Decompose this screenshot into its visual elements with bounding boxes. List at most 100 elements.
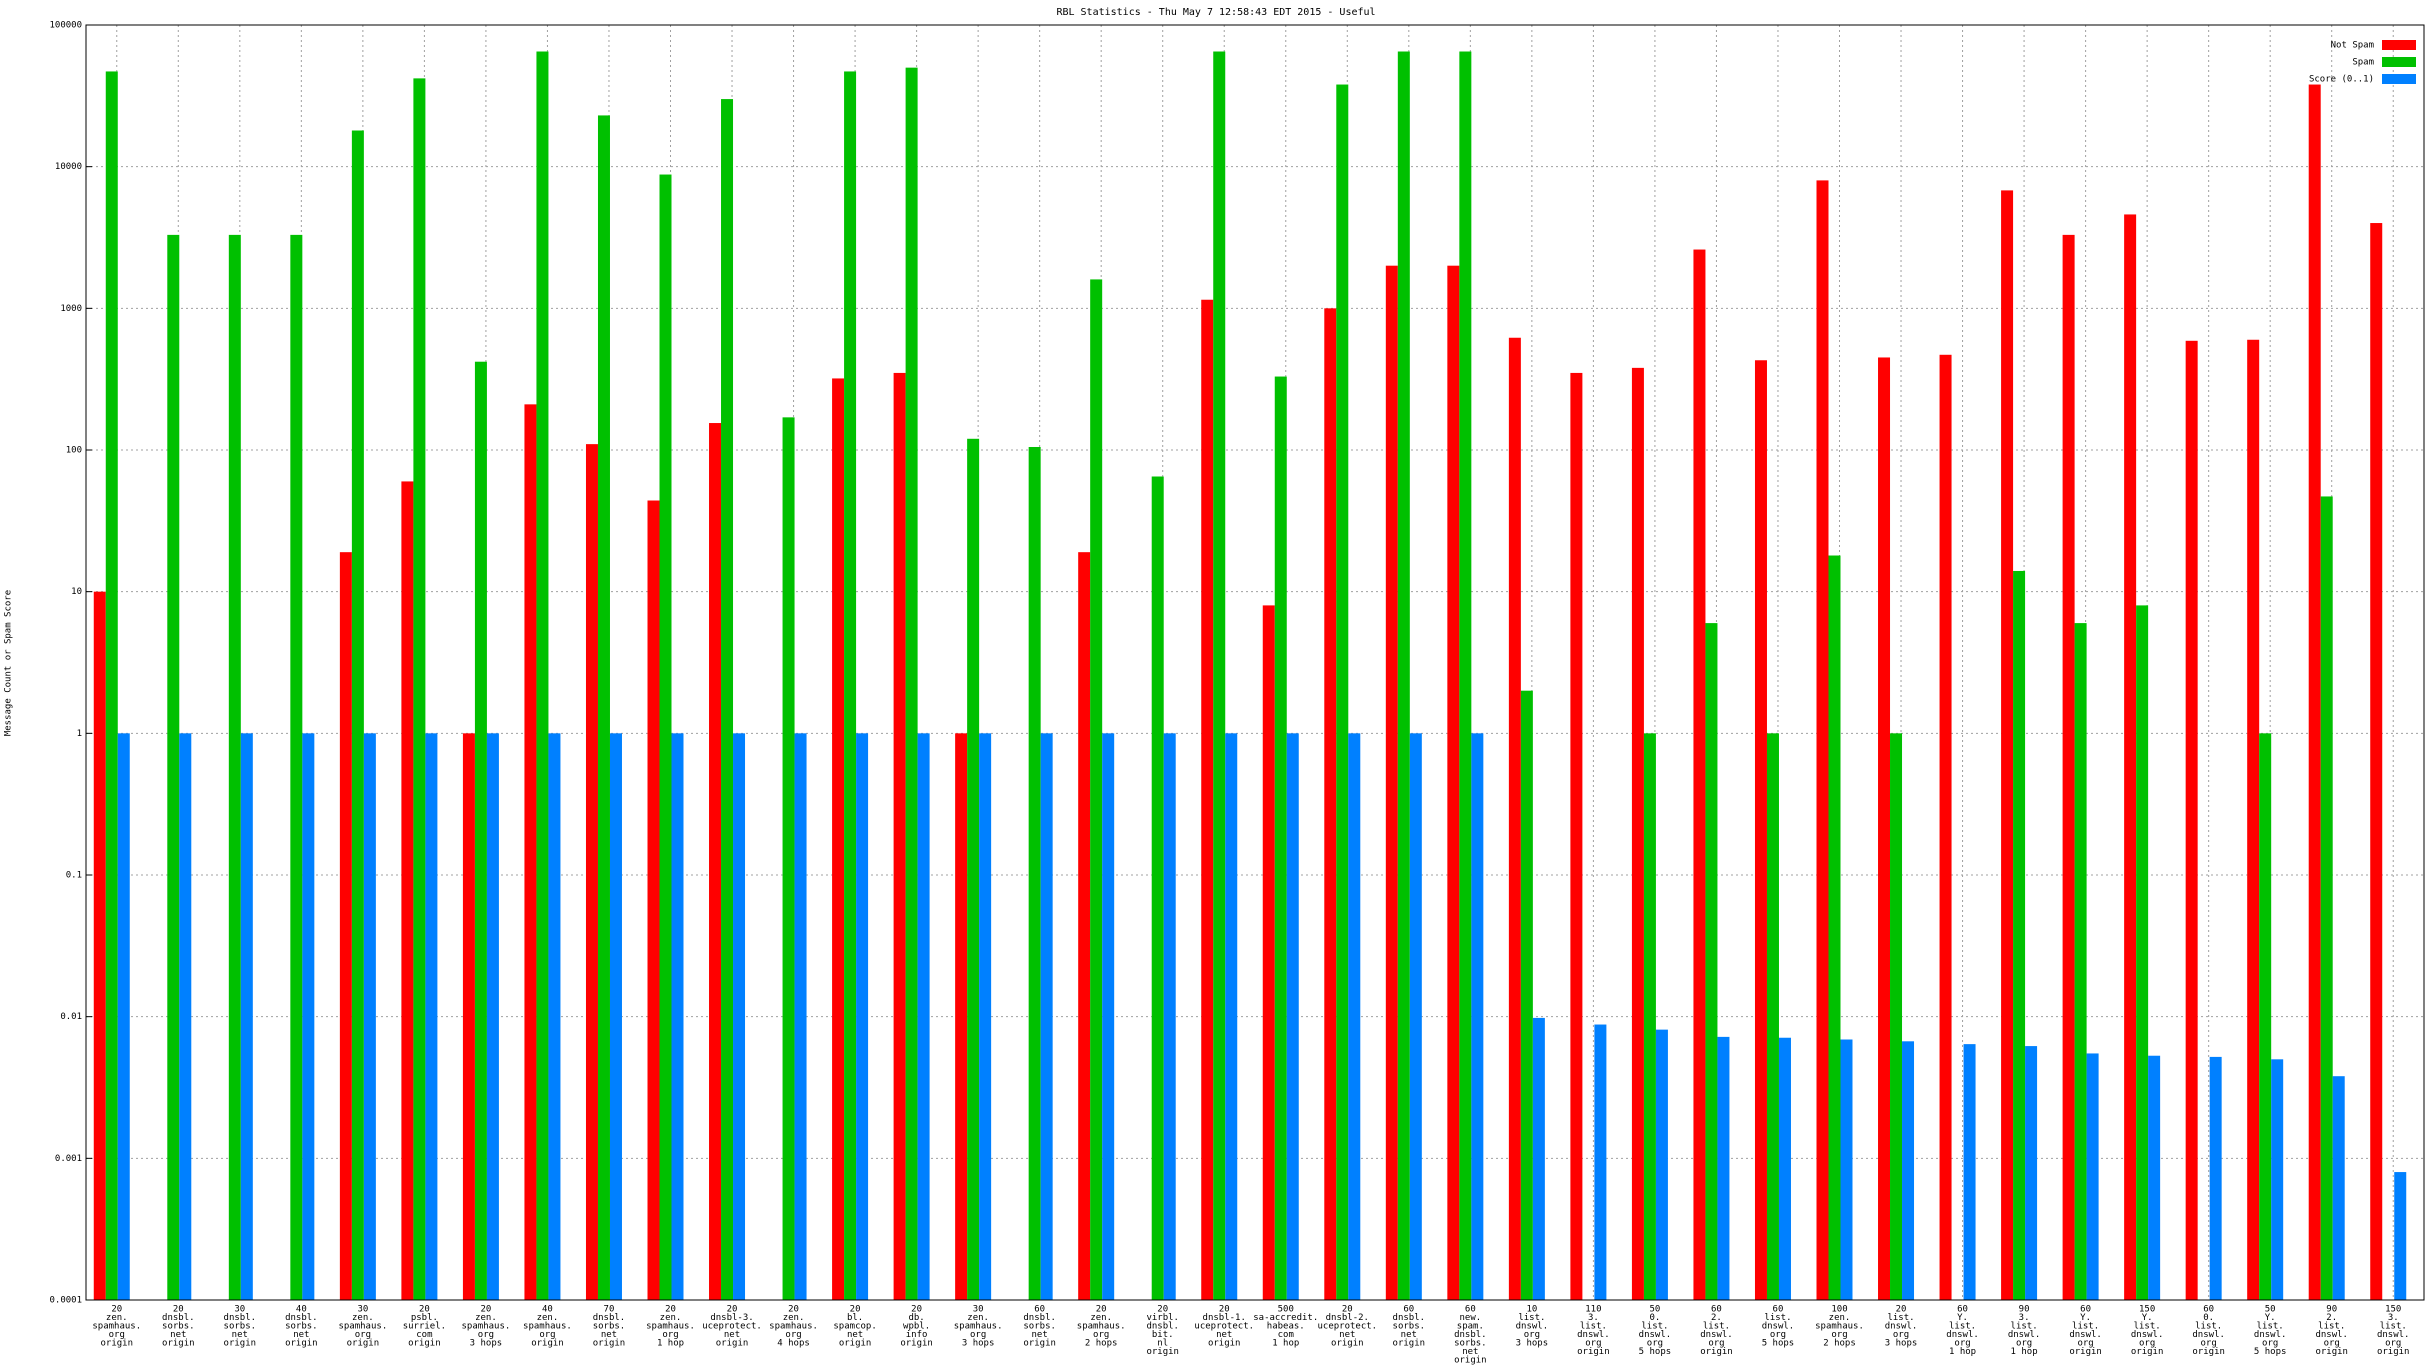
x-tick-label: spamhaus. bbox=[462, 1322, 511, 1332]
bar bbox=[1693, 249, 1706, 1301]
bar bbox=[1655, 1029, 1668, 1300]
bar bbox=[794, 733, 807, 1300]
x-tick-label: org bbox=[2324, 1339, 2340, 1349]
bar bbox=[1963, 1044, 1976, 1300]
x-tick-label: 0. bbox=[1649, 1313, 1660, 1323]
bar bbox=[1324, 308, 1337, 1300]
bar bbox=[413, 78, 426, 1300]
x-tick-label: 60 bbox=[1034, 1305, 1045, 1315]
bar bbox=[401, 481, 414, 1300]
bar bbox=[905, 67, 918, 1301]
x-tick-label: spamhaus. bbox=[523, 1322, 572, 1332]
x-tick-label: list. bbox=[1887, 1313, 1914, 1323]
x-tick-label: 150 bbox=[2385, 1305, 2401, 1315]
bar bbox=[1828, 555, 1841, 1300]
x-tick-label: habeas. bbox=[1267, 1322, 1305, 1332]
x-tick-label: list. bbox=[2195, 1322, 2222, 1332]
x-tick-label: 1 hop bbox=[1949, 1347, 1976, 1357]
x-tick-label: net bbox=[170, 1330, 186, 1340]
bar bbox=[179, 733, 192, 1300]
plot-frame bbox=[85, 24, 2425, 1301]
bar bbox=[2062, 234, 2075, 1300]
bar bbox=[2332, 1076, 2345, 1300]
bar bbox=[2320, 496, 2333, 1301]
x-tick-label: org bbox=[355, 1330, 371, 1340]
x-tick-label: org bbox=[1893, 1330, 1909, 1340]
bar bbox=[548, 733, 561, 1300]
x-tick-label: dnswl. bbox=[2377, 1330, 2410, 1340]
x-tick-label: 0. bbox=[2203, 1313, 2214, 1323]
bar bbox=[1705, 623, 1718, 1300]
x-tick-label: virbl. bbox=[1146, 1313, 1179, 1323]
bar bbox=[474, 361, 487, 1300]
x-tick-label: 2. bbox=[1711, 1313, 1722, 1323]
x-tick-label: list. bbox=[1518, 1313, 1545, 1323]
bar bbox=[2025, 1046, 2038, 1300]
x-tick-label: 3 hops bbox=[470, 1339, 503, 1349]
x-tick-label: 1 hop bbox=[657, 1339, 684, 1349]
x-tick-label: Y. bbox=[1957, 1313, 1968, 1323]
x-tick-label: origin bbox=[2131, 1347, 2164, 1357]
x-tick-label: list. bbox=[1580, 1322, 1607, 1332]
x-tick-label: list. bbox=[2318, 1322, 2345, 1332]
x-tick-label: origin bbox=[408, 1339, 441, 1349]
x-tick-label: spamhaus. bbox=[954, 1322, 1003, 1332]
x-tick-label: dnsbl-3. bbox=[710, 1313, 753, 1323]
x-tick-label: list. bbox=[1949, 1322, 1976, 1332]
bar bbox=[105, 71, 118, 1301]
bar bbox=[1570, 372, 1583, 1300]
x-tick-label: org bbox=[662, 1330, 678, 1340]
x-tick-label: net bbox=[1462, 1347, 1478, 1357]
bar bbox=[2086, 1053, 2099, 1300]
bar bbox=[659, 174, 672, 1300]
x-tick-label: 3. bbox=[1588, 1313, 1599, 1323]
x-tick-label: 20 bbox=[1896, 1305, 1907, 1315]
bar bbox=[2370, 223, 2383, 1300]
bar bbox=[1397, 51, 1410, 1301]
x-tick-label: 2 hops bbox=[1823, 1339, 1856, 1349]
legend-label: Not Spam bbox=[2331, 41, 2374, 51]
x-tick-label: 20 bbox=[850, 1305, 861, 1315]
x-tick-label: origin bbox=[224, 1339, 257, 1349]
x-tick-label: sorbs. bbox=[1023, 1322, 1056, 1332]
x-tick-label: org bbox=[1093, 1330, 1109, 1340]
legend-swatch bbox=[2382, 57, 2416, 67]
x-tick-label: org bbox=[1831, 1330, 1847, 1340]
x-tick-label: dnswl. bbox=[1946, 1330, 1979, 1340]
bar bbox=[1286, 733, 1299, 1300]
x-tick-label: com bbox=[416, 1330, 432, 1340]
y-tick-label: 100 bbox=[66, 446, 82, 456]
bar bbox=[351, 130, 364, 1301]
x-tick-label: info bbox=[906, 1330, 928, 1340]
bar bbox=[979, 733, 992, 1300]
x-tick-label: 20 bbox=[111, 1305, 122, 1315]
bar bbox=[2185, 340, 2198, 1300]
x-tick-label: 100 bbox=[1831, 1305, 1847, 1315]
x-tick-label: zen. bbox=[475, 1313, 497, 1323]
x-tick-label: 20 bbox=[788, 1305, 799, 1315]
x-tick-label: dnsbl. bbox=[1023, 1313, 1056, 1323]
bar bbox=[2308, 84, 2321, 1301]
x-tick-label: 30 bbox=[357, 1305, 368, 1315]
bar bbox=[1766, 733, 1779, 1300]
bar bbox=[1163, 733, 1176, 1300]
x-tick-label: sorbs. bbox=[1454, 1339, 1487, 1349]
x-tick-label: org bbox=[1647, 1339, 1663, 1349]
bar bbox=[597, 115, 610, 1301]
x-tick-label: org bbox=[1524, 1330, 1540, 1340]
x-tick-label: new. bbox=[1459, 1313, 1481, 1323]
x-tick-label: 20 bbox=[1096, 1305, 1107, 1315]
x-tick-label: uceprotect. bbox=[1317, 1322, 1377, 1332]
x-tick-label: dnswl. bbox=[1639, 1330, 1672, 1340]
x-tick-label: 3. bbox=[2388, 1313, 2399, 1323]
y-tick-label: 0.1 bbox=[66, 871, 82, 881]
x-tick-label: dnswl. bbox=[2131, 1330, 2164, 1340]
x-tick-label: spamhaus. bbox=[769, 1322, 818, 1332]
x-tick-label: uceprotect. bbox=[702, 1322, 762, 1332]
x-tick-label: 500 bbox=[1278, 1305, 1294, 1315]
x-tick-label: dnsbl. bbox=[224, 1313, 257, 1323]
bar bbox=[917, 733, 930, 1300]
x-tick-label: list. bbox=[2011, 1322, 2038, 1332]
x-tick-label: net bbox=[1216, 1330, 1232, 1340]
x-tick-label: dnsbl. bbox=[593, 1313, 626, 1323]
